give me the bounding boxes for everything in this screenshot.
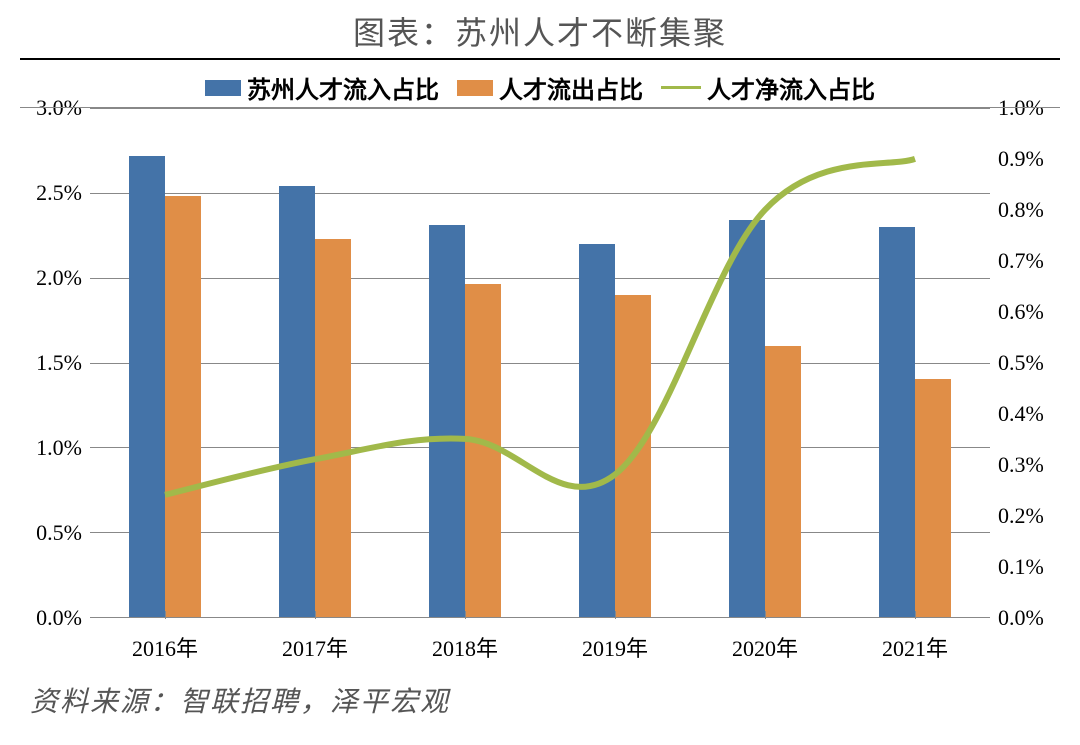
y-right-tick: 0.8% bbox=[998, 197, 1058, 223]
legend-label: 人才流出占比 bbox=[499, 70, 643, 105]
bar bbox=[765, 346, 801, 617]
bar bbox=[915, 379, 951, 617]
bar bbox=[279, 186, 315, 617]
chart-area: 苏州人才流入占比 人才流出占比 人才净流入占比 0.0% 0.5% 1.0% 1.5% 2.… bbox=[20, 68, 1060, 668]
bar bbox=[315, 239, 351, 617]
y-left-tick: 2.5% bbox=[22, 180, 82, 206]
y-axis-left: 0.0%0.5%1.0%1.5%2.0%2.5%3.0% bbox=[20, 108, 90, 618]
y-right-tick: 0.1% bbox=[998, 554, 1058, 580]
gridline bbox=[90, 108, 990, 109]
chart-title: 图表：苏州人才不断集聚 bbox=[0, 0, 1080, 58]
gridline bbox=[90, 278, 990, 279]
x-tick: 2019年 bbox=[540, 618, 690, 668]
x-tick: 2017年 bbox=[240, 618, 390, 668]
bar bbox=[615, 295, 651, 617]
legend-swatch-bar-icon bbox=[457, 80, 493, 96]
y-left-tick: 1.0% bbox=[22, 435, 82, 461]
y-right-tick: 0.9% bbox=[998, 146, 1058, 172]
gridline bbox=[90, 532, 990, 533]
line-series bbox=[165, 159, 915, 495]
y-right-tick: 0.3% bbox=[998, 452, 1058, 478]
y-left-tick: 1.5% bbox=[22, 350, 82, 376]
gridline bbox=[90, 447, 990, 448]
bar bbox=[729, 220, 765, 617]
y-left-tick: 0.0% bbox=[22, 605, 82, 631]
bar bbox=[429, 225, 465, 617]
y-axis-right: 0.0%0.1%0.2%0.3%0.4%0.5%0.6%0.7%0.8%0.9%… bbox=[990, 108, 1060, 618]
y-right-tick: 0.6% bbox=[998, 299, 1058, 325]
legend: 苏州人才流入占比 人才流出占比 人才净流入占比 bbox=[20, 68, 1060, 108]
y-right-tick: 0.7% bbox=[998, 248, 1058, 274]
y-left-tick: 2.0% bbox=[22, 265, 82, 291]
gridline bbox=[90, 363, 990, 364]
legend-item: 人才净流入占比 bbox=[661, 70, 875, 105]
chart-container: 图表：苏州人才不断集聚 苏州人才流入占比 人才流出占比 人才净流入占比 0.0% 0.… bbox=[0, 0, 1080, 745]
source-label: 资料来源：智联招聘，泽平宏观 bbox=[0, 668, 1080, 720]
y-right-tick: 0.2% bbox=[998, 503, 1058, 529]
plot-area bbox=[90, 108, 990, 618]
bar bbox=[879, 227, 915, 617]
gridline bbox=[90, 193, 990, 194]
y-right-tick: 0.4% bbox=[998, 401, 1058, 427]
legend-swatch-line-icon bbox=[661, 86, 701, 89]
x-axis: 2016年2017年2018年2019年2020年2021年 bbox=[90, 618, 990, 668]
legend-label: 人才净流入占比 bbox=[707, 70, 875, 105]
x-tick: 2018年 bbox=[390, 618, 540, 668]
bar bbox=[165, 196, 201, 617]
y-right-tick: 0.5% bbox=[998, 350, 1058, 376]
legend-item: 人才流出占比 bbox=[457, 70, 643, 105]
y-left-tick: 0.5% bbox=[22, 520, 82, 546]
y-right-tick: 0.0% bbox=[998, 605, 1058, 631]
x-tick: 2016年 bbox=[90, 618, 240, 668]
x-tick: 2020年 bbox=[690, 618, 840, 668]
legend-item: 苏州人才流入占比 bbox=[205, 70, 439, 105]
legend-swatch-bar-icon bbox=[205, 80, 241, 96]
title-rule bbox=[20, 58, 1060, 60]
legend-label: 苏州人才流入占比 bbox=[247, 70, 439, 105]
bar bbox=[129, 156, 165, 617]
bar bbox=[465, 284, 501, 617]
bar bbox=[579, 244, 615, 617]
x-tick: 2021年 bbox=[840, 618, 990, 668]
